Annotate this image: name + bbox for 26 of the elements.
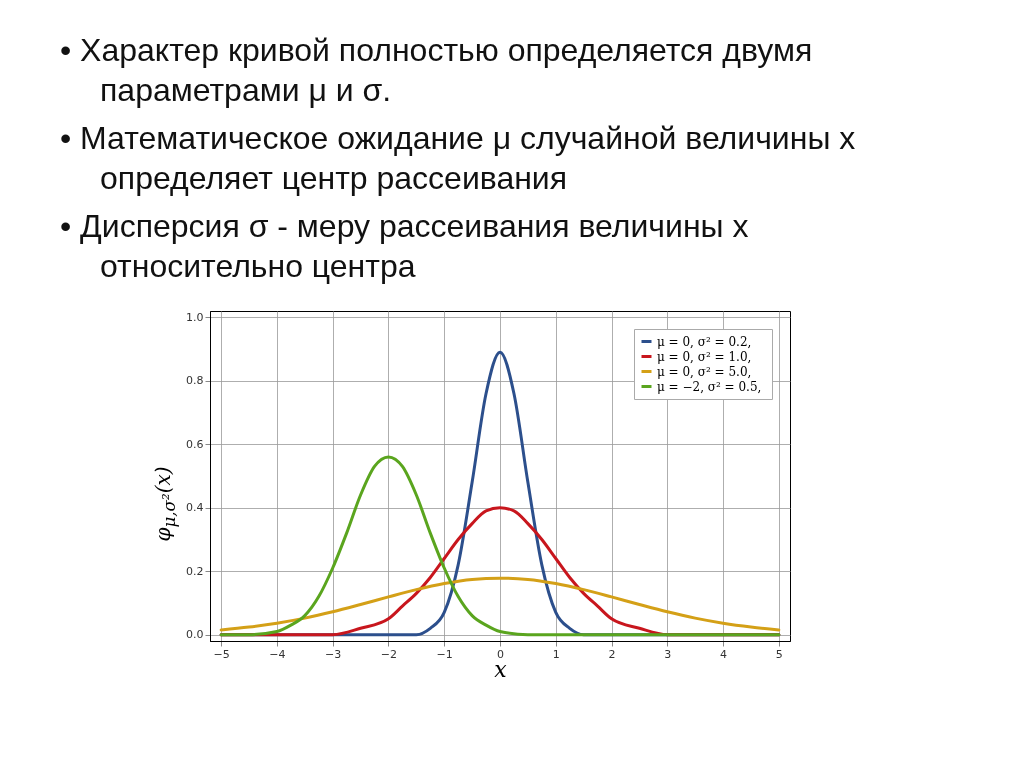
text: • Характер кривой полностью определяется двумя параметрами μ и σ. — [60, 31, 814, 110]
x-tick-label: −5 — [213, 647, 230, 661]
x-tick-label: −2 — [380, 647, 398, 661]
line-series — [219, 455, 781, 637]
legend-label: μ = 0, σ² = 1.0, — [657, 349, 752, 364]
x-tick-label: 2 — [608, 647, 616, 661]
x-tick-label: 0 — [497, 647, 504, 661]
line-series — [219, 576, 781, 632]
y-tick-label: 0.4 — [186, 501, 204, 515]
x-tick-label: 1 — [552, 647, 560, 661]
x-tick-label: −3 — [325, 647, 342, 661]
x-tick-label: −4 — [269, 647, 286, 661]
y-tick-label: 0.2 — [186, 564, 204, 578]
y-tick-label: 0.8 — [186, 374, 204, 388]
y-tick-label: 1.0 — [186, 310, 204, 324]
x-tick-label: 4 — [720, 647, 728, 661]
y-tick-label: 0.0 — [186, 628, 204, 642]
x-tick-label: 5 — [775, 647, 783, 661]
text: • Математическое ожидание μ случайной величины x определяет центр рассеивания — [60, 119, 857, 198]
x-tick-label: −1 — [436, 647, 453, 661]
x-tick-label: 3 — [664, 647, 672, 661]
legend-label: μ = −2, σ² = 0.5, — [657, 379, 762, 394]
text: • Дисперсия σ - меру рассеивания величины x относительно центра — [60, 207, 750, 286]
legend-label: μ = 0, σ² = 5.0, — [657, 364, 752, 379]
y-tick-label: 0.6 — [186, 437, 204, 451]
legend-label: μ = 0, σ² = 0.2, — [657, 334, 752, 349]
